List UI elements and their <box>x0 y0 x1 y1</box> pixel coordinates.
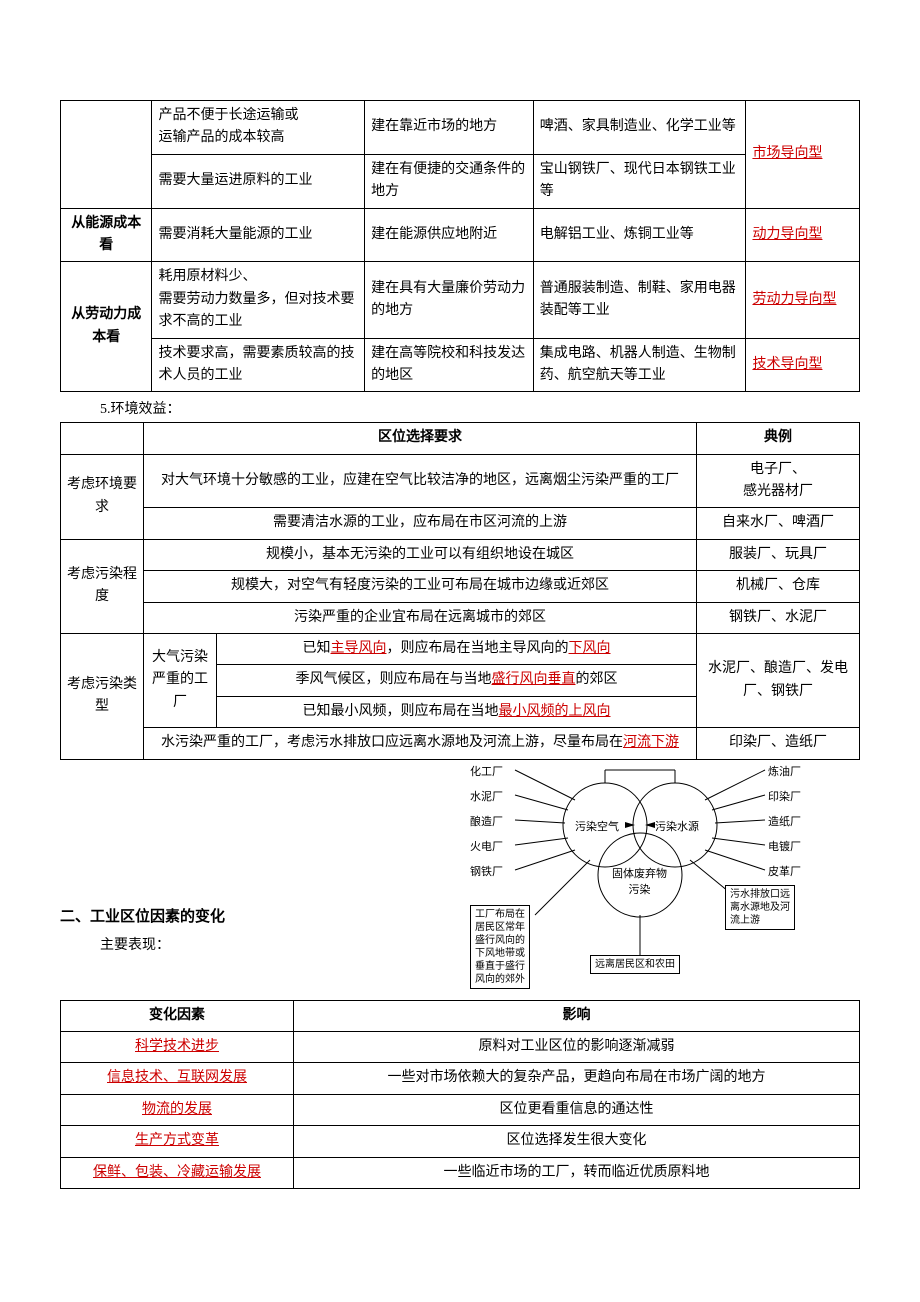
diag-r4: 电镀厂 <box>768 838 801 854</box>
t3-r4-e: 区位选择发生很大变化 <box>294 1126 860 1157</box>
t2-deg-r3-req: 污染严重的企业宜布局在远离城市的郊区 <box>144 602 697 633</box>
t3-r3-f: 物流的发展 <box>61 1094 294 1125</box>
t3-r4-f: 生产方式变革 <box>61 1126 294 1157</box>
t3-r5-e: 一些临近市场的工厂，转而临近优质原料地 <box>294 1157 860 1188</box>
t2-deg-r1-req: 规模小，基本无污染的工业可以有组织地设在城区 <box>144 539 697 570</box>
t1-labor-label: 从劳动力成本看 <box>61 262 152 392</box>
diag-r3: 造纸厂 <box>768 813 801 829</box>
t1-r4-example: 普通服装制造、制鞋、家用电器装配等工业 <box>533 262 746 338</box>
t3-r2-e: 一些对市场依赖大的复杂产品，更趋向布局在市场广阔的地方 <box>294 1063 860 1094</box>
t2-deg-r2-req: 规模大，对空气有轻度污染的工业可布局在城市边缘或近郊区 <box>144 571 697 602</box>
diag-box-right: 污水排放口远 离水源地及河 流上游 <box>725 885 795 930</box>
t3-r2-f: 信息技术、互联网发展 <box>61 1063 294 1094</box>
t1-r2-example: 宝山钢铁厂、现代日本钢铁工业等 <box>533 154 746 208</box>
t2-h-ex: 典例 <box>697 423 860 454</box>
t1-r1-feature: 产品不便于长途运输或 运输产品的成本较高 <box>152 101 365 155</box>
section-2-heading: 二、工业区位因素的变化 <box>60 905 225 926</box>
t2-air-r2: 季风气候区，则应布局在与当地盛行风向垂直的郊区 <box>217 665 697 696</box>
t2-h-req: 区位选择要求 <box>144 423 697 454</box>
t3-r1-f: 科学技术进步 <box>61 1031 294 1062</box>
t2-h-blank <box>61 423 144 454</box>
industry-location-table: 产品不便于长途运输或 运输产品的成本较高 建在靠近市场的地方 啤酒、家具制造业、… <box>60 100 860 392</box>
t1-r3-feature: 需要消耗大量能源的工业 <box>152 208 365 262</box>
section-2-sub: 主要表现： <box>100 934 225 954</box>
t2-env-r1-req: 对大气环境十分敏感的工业，应建在空气比较洁净的地区，远离烟尘污染严重的工厂 <box>144 454 697 508</box>
t2-air-r1: 已知主导风向，则应布局在当地主导风向的下风向 <box>217 634 697 665</box>
t1-r5-feature: 技术要求高，需要素质较高的技术人员的工业 <box>152 338 365 392</box>
diag-l5: 钢铁厂 <box>470 863 503 879</box>
t3-r1-e: 原料对工业区位的影响逐渐减弱 <box>294 1031 860 1062</box>
t1-r1-type: 市场导向型 <box>746 101 860 209</box>
t1-r3-type: 动力导向型 <box>746 208 860 262</box>
t1-col1-blank <box>61 101 152 209</box>
t2-deg-label: 考虑污染程度 <box>61 539 144 633</box>
t1-r5-example: 集成电路、机器人制造、生物制药、航空航天等工业 <box>533 338 746 392</box>
diag-l4: 火电厂 <box>470 838 503 854</box>
t2-env-r2-req: 需要清洁水源的工业，应布局在市区河流的上游 <box>144 508 697 539</box>
t1-r3-example: 电解铝工业、炼铜工业等 <box>533 208 746 262</box>
t1-r5-location: 建在高等院校和科技发达的地区 <box>365 338 534 392</box>
t2-typ-label: 考虑污染类型 <box>61 634 144 760</box>
change-factors-table: 变化因素 影响 科学技术进步 原料对工业区位的影响逐渐减弱 信息技术、互联网发展… <box>60 1000 860 1189</box>
t2-env-r2-ex: 自来水厂、啤酒厂 <box>697 508 860 539</box>
pollution-diagram: 化工厂 水泥厂 酿造厂 火电厂 钢铁厂 炼油厂 印染厂 造纸厂 电镀厂 皮革厂 … <box>460 760 820 990</box>
t2-air-label: 大气污染严重的工厂 <box>144 634 217 728</box>
diag-box-bottom: 远离居民区和农田 <box>590 955 680 974</box>
diag-l3: 酿造厂 <box>470 813 503 829</box>
t3-h1: 变化因素 <box>61 1000 294 1031</box>
t1-r1-example: 啤酒、家具制造业、化学工业等 <box>533 101 746 155</box>
t3-h2: 影响 <box>294 1000 860 1031</box>
t1-energy-label: 从能源成本看 <box>61 208 152 262</box>
t1-r2-feature: 需要大量运进原料的工业 <box>152 154 365 208</box>
t1-r2-location: 建在有便捷的交通条件的地方 <box>365 154 534 208</box>
t3-r3-e: 区位更看重信息的通达性 <box>294 1094 860 1125</box>
t1-r4-location: 建在具有大量廉价劳动力的地方 <box>365 262 534 338</box>
t2-env-label: 考虑环境要求 <box>61 454 144 539</box>
diag-l1: 化工厂 <box>470 763 503 779</box>
t1-r5-type: 技术导向型 <box>746 338 860 392</box>
t2-water-req: 水污染严重的工厂，考虑污水排放口应远离水源地及河流上游，尽量布局在河流下游 <box>144 728 697 759</box>
t1-r4-feature: 耗用原材料少、 需要劳动力数量多，但对技术要求不高的工业 <box>152 262 365 338</box>
diag-circle-right: 污染水源 <box>655 818 699 834</box>
t1-r1-location: 建在靠近市场的地方 <box>365 101 534 155</box>
diag-circle-bottom: 固体废弃物 污染 <box>612 865 667 897</box>
t2-air-ex: 水泥厂、酿造厂、发电厂、钢铁厂 <box>697 634 860 728</box>
diag-r1: 炼油厂 <box>768 763 801 779</box>
diag-r5: 皮革厂 <box>768 863 801 879</box>
t1-r4-type: 劳动力导向型 <box>746 262 860 338</box>
t3-r5-f: 保鲜、包装、冷藏运输发展 <box>61 1157 294 1188</box>
t2-water-ex: 印染厂、造纸厂 <box>697 728 860 759</box>
diag-r2: 印染厂 <box>768 788 801 804</box>
t2-deg-r3-ex: 钢铁厂、水泥厂 <box>697 602 860 633</box>
t2-env-r1-ex: 电子厂、 感光器材厂 <box>697 454 860 508</box>
t1-r3-location: 建在能源供应地附近 <box>365 208 534 262</box>
diag-box-left: 工厂布局在 居民区常年 盛行风向的 下风地带或 垂直于盛行 风向的郊外 <box>470 905 530 989</box>
t2-deg-r2-ex: 机械厂、仓库 <box>697 571 860 602</box>
section-5-label: 5.环境效益： <box>100 398 860 418</box>
diag-circle-left: 污染空气 <box>575 818 619 834</box>
t2-air-r3: 已知最小风频，则应布局在当地最小风频的上风向 <box>217 696 697 727</box>
t2-deg-r1-ex: 服装厂、玩具厂 <box>697 539 860 570</box>
environment-table: 区位选择要求 典例 考虑环境要求 对大气环境十分敏感的工业，应建在空气比较洁净的… <box>60 422 860 759</box>
diag-l2: 水泥厂 <box>470 788 503 804</box>
